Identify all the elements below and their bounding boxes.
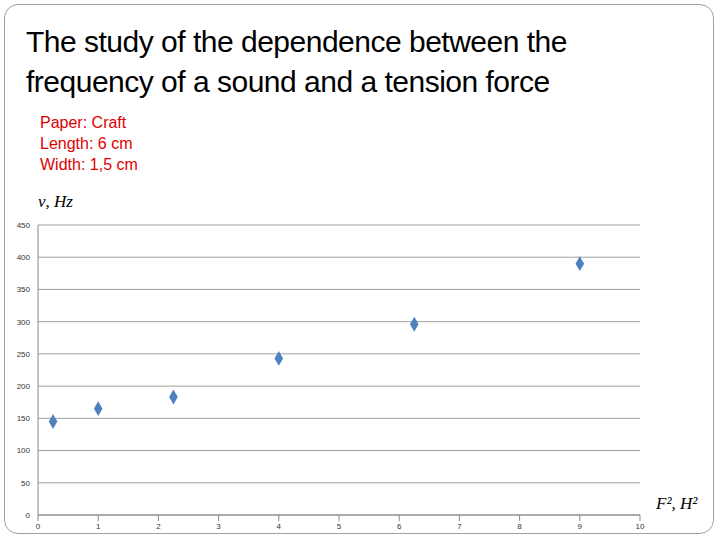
html-text:F², H²: F², H²: [656, 494, 698, 513]
svg-text:100: 100: [17, 446, 31, 455]
svg-text:2: 2: [156, 522, 161, 531]
html-text:Width: 1,5 cm: Width: 1,5 cm: [40, 156, 138, 173]
svg-text:4: 4: [277, 522, 282, 531]
svg-text:150: 150: [17, 414, 31, 423]
html-text:Length: 6 cm: Length: 6 cm: [40, 135, 133, 152]
svg-text:10: 10: [636, 522, 645, 531]
svg-text:250: 250: [17, 350, 31, 359]
svg-text:450: 450: [17, 221, 31, 230]
svg-text:200: 200: [17, 382, 31, 391]
svg-text:400: 400: [17, 253, 31, 262]
svg-text:9: 9: [578, 522, 583, 531]
html-text:Paper: Craft: Paper: Craft: [40, 114, 127, 131]
svg-text:0: 0: [26, 511, 31, 520]
svg-text:350: 350: [17, 285, 31, 294]
svg-text:6: 6: [397, 522, 402, 531]
html-text:ν, Hz: ν, Hz: [38, 192, 73, 211]
svg-text:3: 3: [216, 522, 221, 531]
svg-text:50: 50: [21, 479, 30, 488]
svg-text:1: 1: [96, 522, 101, 531]
svg-text:8: 8: [517, 522, 522, 531]
svg-text:7: 7: [457, 522, 462, 531]
html-text:The study of the dependence be: The study of the dependence between the …: [26, 25, 567, 98]
svg-text:300: 300: [17, 318, 31, 327]
svg-text:0: 0: [36, 522, 41, 531]
svg-text:5: 5: [337, 522, 342, 531]
